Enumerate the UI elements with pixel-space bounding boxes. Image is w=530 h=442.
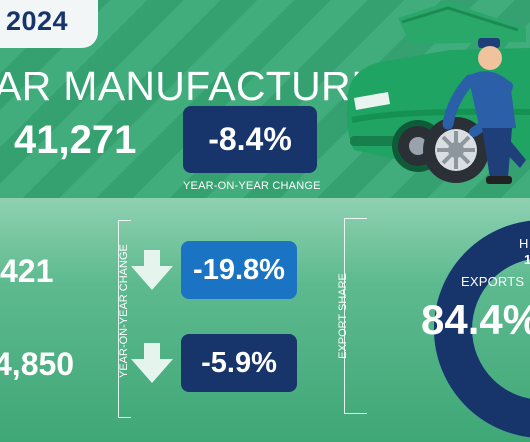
stats-panel: 421 4,850 YEAR-ON-YEAR CHANGE -19.8% -5.… bbox=[0, 198, 530, 442]
total-production-value: 41,271 bbox=[14, 118, 137, 162]
segment-change-badge-1: -19.8% bbox=[181, 241, 297, 299]
home-value: 1 bbox=[524, 252, 530, 267]
header-panel: 2024 AR MANUFACTURING 41,271 -8.4% YEAR-… bbox=[0, 0, 530, 198]
segment-value-1: 421 bbox=[0, 253, 54, 289]
year-label: 2024 bbox=[6, 6, 69, 36]
total-change-value: -8.4% bbox=[208, 121, 292, 157]
arrow-down-icon bbox=[131, 343, 173, 383]
export-share-donut bbox=[434, 220, 530, 438]
exports-value: 84.4% bbox=[421, 296, 530, 343]
arrow-down-icon bbox=[131, 250, 173, 290]
mechanic-figure bbox=[442, 38, 526, 184]
car-headlight bbox=[354, 92, 390, 110]
segment-change-value-1: -19.8% bbox=[193, 253, 285, 286]
total-change-caption: YEAR-ON-YEAR CHANGE bbox=[183, 180, 321, 192]
segment-change-badge-2: -5.9% bbox=[181, 334, 297, 392]
total-change-badge: -8.4% bbox=[183, 106, 317, 173]
change-bracket bbox=[118, 220, 131, 418]
export-share-label: EXPORT SHARE bbox=[337, 273, 349, 359]
exports-slice bbox=[434, 220, 530, 438]
exports-label: EXPORTS bbox=[461, 274, 525, 289]
segment-change-value-2: -5.9% bbox=[201, 346, 277, 379]
export-share-bracket bbox=[344, 218, 367, 414]
car-hood bbox=[398, 2, 526, 44]
mechanic-car-illustration bbox=[346, 2, 530, 184]
segment-value-2: 4,850 bbox=[0, 346, 75, 382]
year-tab: 2024 bbox=[0, 0, 98, 48]
home-label: H bbox=[519, 236, 529, 251]
change-axis-label: YEAR-ON-YEAR CHANGE bbox=[118, 244, 130, 378]
